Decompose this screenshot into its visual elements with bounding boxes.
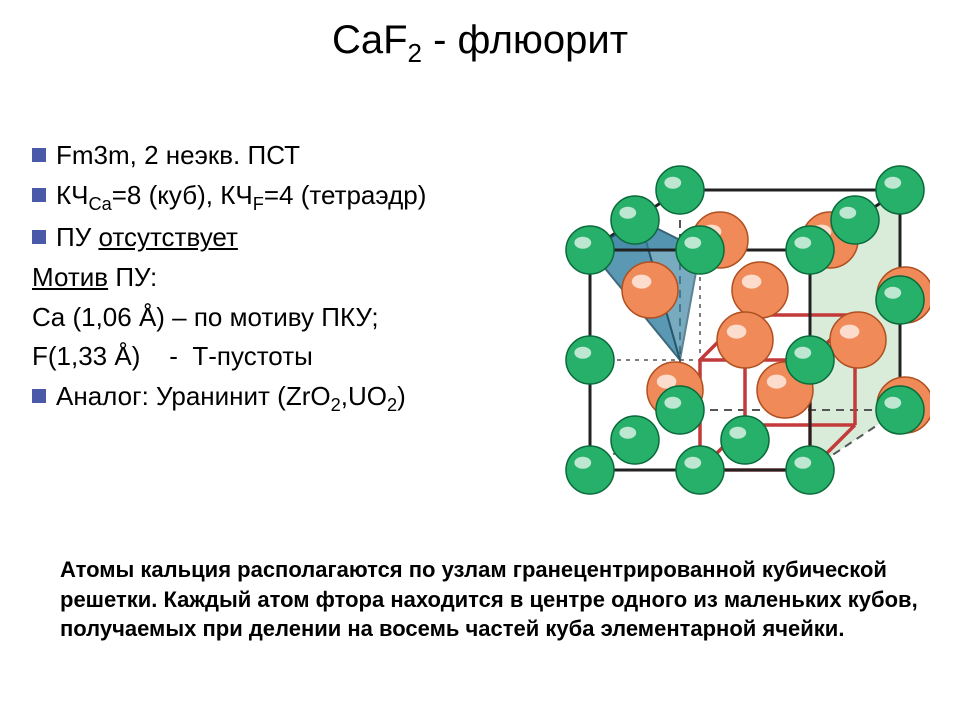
slide-title: CaF2 - флюорит [0, 18, 960, 69]
bullet-marker [32, 148, 46, 162]
bullet-1-text: Fm3m, 2 неэкв. ПСТ [56, 140, 300, 170]
bullet-marker [32, 188, 46, 202]
bullet-4-text: Аналог: Уранинит (ZrO2,UO2) [56, 381, 406, 411]
motif-label: Мотив ПУ: [32, 259, 472, 297]
bullet-3-text: ПУ отсутствует [56, 222, 238, 252]
bullet-marker [32, 389, 46, 403]
bullet-3: ПУ отсутствует [32, 219, 472, 257]
bullet-2: КЧCa=8 (куб), КЧF=4 (тетраэдр) [32, 177, 472, 218]
ca-line: Ca (1,06 Å) – по мотиву ПКУ; [32, 299, 472, 337]
f-line: F(1,33 Å) - Т-пустоты [32, 338, 472, 376]
bullet-4: Аналог: Уранинит (ZrO2,UO2) [32, 378, 472, 419]
bullet-2-text: КЧCa=8 (куб), КЧF=4 (тетраэдр) [56, 180, 426, 210]
bullet-1: Fm3m, 2 неэкв. ПСТ [32, 137, 472, 175]
bullet-marker [32, 230, 46, 244]
footnote-text: Атомы кальция располагаются по узлам гра… [60, 555, 920, 644]
crystal-structure-diagram [510, 120, 930, 540]
bullet-list: Fm3m, 2 неэкв. ПСТ КЧCa=8 (куб), КЧF=4 (… [32, 135, 472, 421]
